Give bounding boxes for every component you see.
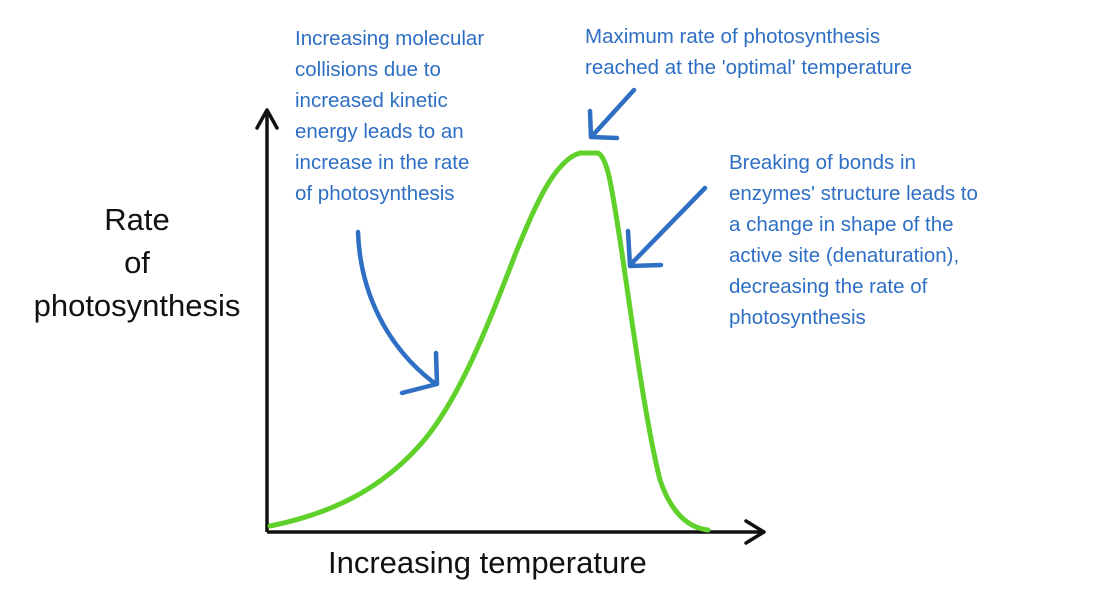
annotation-line: Breaking of bonds in [729, 151, 916, 174]
arrow-down-left-icon [630, 185, 708, 265]
arrow-down-left-icon [590, 87, 637, 138]
falling-arrow-head-icon [625, 228, 664, 269]
annotation-line: photosynthesis [729, 306, 866, 329]
annotation-line: collisions due to [295, 58, 441, 81]
rising-annotation: Increasing molecular collisions due to i… [295, 23, 484, 209]
y-axis-label: Rate of photosynthesis [8, 198, 266, 327]
y-axis-label-line: photosynthesis [33, 288, 241, 323]
y-axis-arrowhead-icon [255, 108, 279, 130]
annotation-line: decreasing the rate of [729, 275, 928, 298]
curved-arrow-icon [355, 229, 436, 385]
peak-arrow-head-icon [587, 108, 620, 141]
annotation-line: increase in the rate [295, 151, 470, 174]
annotation-line: increased kinetic [295, 89, 448, 112]
peak-annotation: Maximum rate of photosynthesis reached a… [585, 21, 912, 83]
annotation-line: Maximum rate of photosynthesis [585, 25, 881, 48]
y-axis-label-line: of [124, 245, 150, 280]
annotation-line: energy leads to an [295, 120, 464, 143]
y-axis-label-line: Rate [104, 202, 170, 237]
falling-annotation: Breaking of bonds in enzymes' structure … [729, 147, 978, 333]
x-axis-label: Increasing temperature [328, 545, 647, 580]
annotation-line: a change in shape of the [729, 213, 954, 236]
annotation-line: reached at the 'optimal' temperature [585, 56, 912, 79]
x-axis-arrowhead-icon [744, 519, 766, 545]
annotation-line: enzymes' structure leads to [729, 182, 978, 205]
annotation-line: Increasing molecular [295, 27, 485, 50]
rate-curve [267, 150, 711, 533]
annotation-line: active site (denaturation), [729, 244, 960, 267]
annotation-line: of photosynthesis [295, 182, 455, 205]
curved-arrow-head-icon [399, 350, 440, 396]
